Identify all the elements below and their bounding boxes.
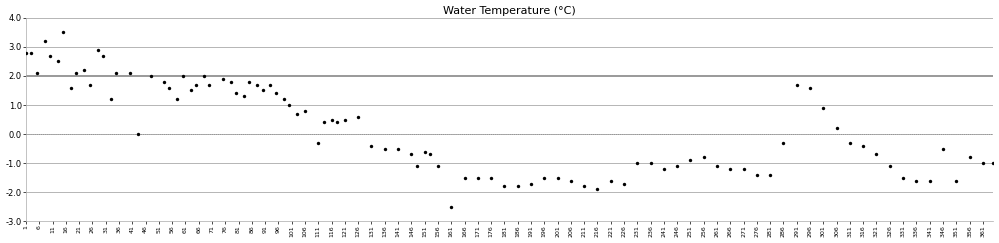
Point (802, 86, 818, 89)
Point (143, 74, 159, 78)
Point (316, 121, 332, 124)
Point (223, 80, 239, 84)
Point (228, 91, 244, 95)
Point (985, 161, 999, 165)
Point (77, 68, 93, 72)
Point (762, 173, 778, 177)
Point (337, 118, 353, 122)
Point (562, 179, 578, 182)
Point (536, 176, 552, 180)
Point (37, 39, 53, 43)
Point (162, 86, 178, 89)
Point (602, 179, 618, 182)
Point (815, 106, 831, 110)
Point (289, 112, 305, 116)
Point (409, 164, 425, 168)
Point (249, 83, 265, 87)
Point (103, 97, 119, 101)
Point (908, 179, 924, 182)
Point (735, 167, 751, 171)
Point (23, 51, 39, 55)
Point (722, 167, 738, 171)
Point (682, 158, 698, 162)
Point (241, 80, 257, 84)
Point (276, 97, 292, 101)
Point (975, 161, 991, 165)
Point (268, 91, 284, 95)
Point (215, 77, 231, 81)
Point (444, 205, 460, 209)
Point (497, 184, 512, 188)
Point (390, 147, 406, 151)
Point (255, 88, 271, 92)
Point (175, 74, 191, 78)
Point (281, 103, 297, 107)
Point (422, 153, 438, 156)
Point (842, 141, 858, 145)
Point (90, 48, 106, 52)
Point (457, 176, 473, 180)
Point (351, 115, 367, 119)
Point (377, 147, 393, 151)
Point (961, 156, 977, 159)
Point (616, 182, 632, 185)
Point (523, 182, 539, 185)
Point (82, 83, 98, 87)
Point (589, 187, 605, 191)
Point (709, 164, 725, 168)
Point (855, 144, 871, 148)
Point (922, 179, 938, 182)
Point (130, 132, 146, 136)
Point (484, 176, 500, 180)
Point (18, 51, 34, 55)
Point (42, 54, 58, 58)
Point (364, 144, 380, 148)
Point (629, 161, 645, 165)
Point (576, 184, 592, 188)
Point (656, 167, 672, 171)
Point (695, 156, 711, 159)
Point (470, 176, 486, 180)
Point (549, 176, 565, 180)
Point (196, 74, 212, 78)
Point (895, 176, 911, 180)
Point (69, 71, 85, 75)
Point (868, 153, 884, 156)
Point (95, 54, 111, 58)
Point (789, 83, 805, 87)
Point (263, 83, 279, 87)
Point (202, 83, 218, 87)
Point (935, 147, 951, 151)
Point (29, 71, 45, 75)
Point (63, 86, 79, 89)
Point (188, 83, 204, 87)
Point (828, 126, 844, 130)
Point (55, 30, 71, 34)
Point (297, 109, 313, 113)
Point (430, 164, 446, 168)
Point (509, 184, 525, 188)
Point (183, 88, 199, 92)
Point (948, 179, 964, 182)
Point (236, 94, 252, 98)
Point (329, 121, 345, 124)
Point (170, 97, 186, 101)
Point (404, 153, 420, 156)
Point (108, 71, 124, 75)
Point (775, 141, 791, 145)
Point (122, 71, 138, 75)
Point (669, 164, 685, 168)
Point (50, 60, 66, 63)
Point (417, 150, 433, 154)
Point (324, 118, 340, 122)
Title: Water Temperature (°C): Water Temperature (°C) (444, 6, 576, 16)
Point (311, 141, 327, 145)
Point (882, 164, 898, 168)
Point (749, 173, 765, 177)
Point (642, 161, 658, 165)
Point (156, 80, 172, 84)
